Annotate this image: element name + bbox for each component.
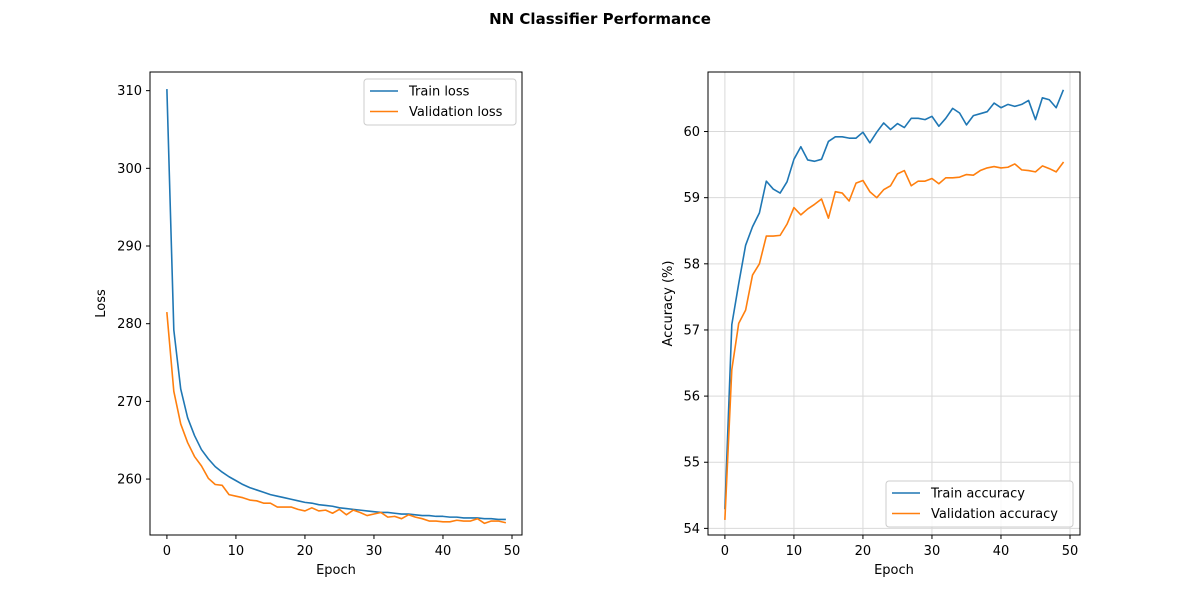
y-tick-label: 310 [117,84,142,99]
y-tick-label: 270 [117,395,142,410]
y-tick-label: 300 [117,162,142,177]
series-line-train-accuracy [724,89,1065,510]
x-tick-label: 50 [1062,544,1079,559]
legend-entry: Train accuracy [930,487,1025,502]
y-tick-label: 55 [683,456,700,471]
y-tick-label: 280 [117,317,142,332]
accuracy-chart: 0 10 20 30 40 50 54 55 56 57 58 59 60 Epoch Accuracy (… [661,71,1081,578]
series-line-train-loss [166,89,506,521]
legend-box [885,480,1074,528]
x-tick-label: 30 [366,544,383,559]
legend-box [363,78,517,126]
x-tick-label: 50 [504,544,521,559]
x-tick-label: 10 [786,544,803,559]
y-tick-label: 290 [117,240,142,255]
legend-entry: Validation loss [409,105,503,120]
y-axis-label: Loss [94,289,109,318]
x-tick-label: 40 [435,544,452,559]
legend: Train loss Validation loss [363,78,517,126]
plot-frame [707,71,1081,536]
x-axis-label: Epoch [874,563,914,578]
plot-frame [149,71,523,536]
x-tick-label: 30 [924,544,941,559]
y-tick-label: 60 [683,125,700,140]
x-tick-label: 20 [855,544,872,559]
x-tick-label: 0 [721,544,729,559]
y-tick-label: 58 [683,257,700,272]
series-line-validation-loss [166,311,507,525]
figure-title: NN Classifier Performance [489,10,711,28]
y-tick-label: 260 [117,473,142,488]
x-tick-label: 0 [163,544,171,559]
loss-chart: 0 10 20 30 40 50 260 270 280 290 300 310 Epoch Loss Tr… [94,71,523,578]
series-line-validation-accuracy [724,161,1065,520]
y-tick-label: 54 [683,522,700,537]
legend-entry: Train loss [408,85,470,100]
x-tick-label: 40 [993,544,1010,559]
x-tick-label: 20 [297,544,314,559]
y-axis-label: Accuracy (%) [661,261,676,347]
y-tick-label: 59 [683,191,700,206]
legend-entry: Validation accuracy [931,507,1058,522]
y-tick-label: 57 [683,323,700,338]
legend: Train accuracy Validation accuracy [885,480,1074,528]
x-tick-label: 10 [228,544,245,559]
x-axis-label: Epoch [316,563,356,578]
y-tick-label: 56 [683,390,700,405]
